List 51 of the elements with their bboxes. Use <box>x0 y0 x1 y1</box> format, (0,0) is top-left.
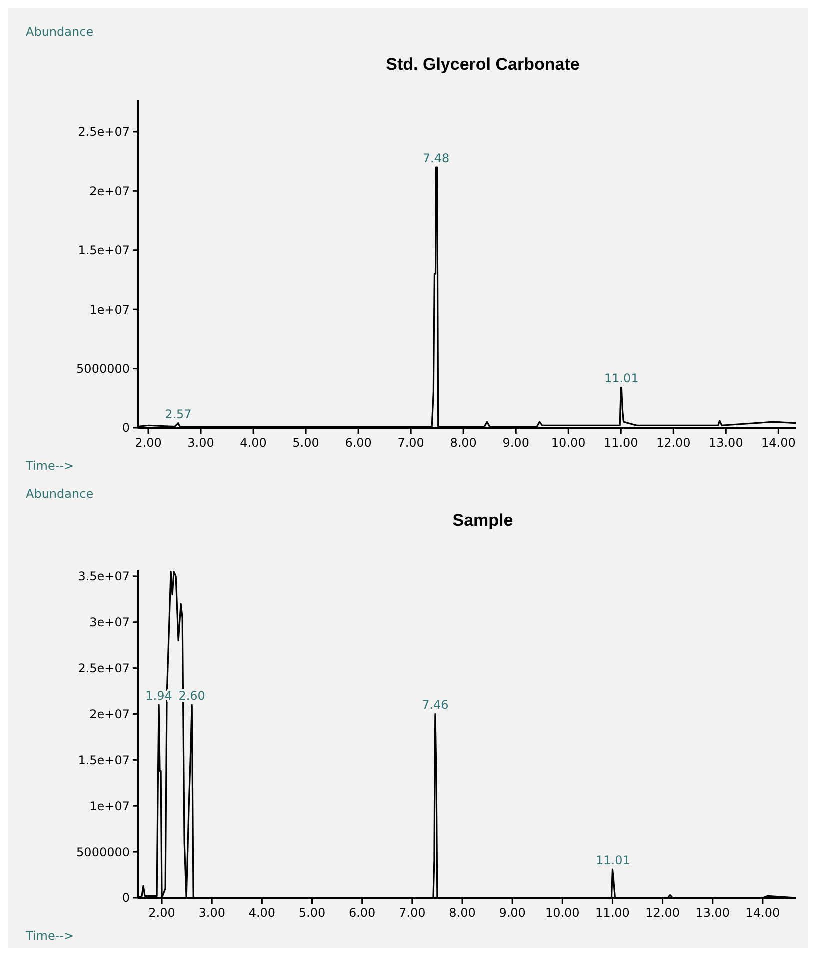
x-tick-label: 2.00 <box>135 436 162 450</box>
annotation: 11.01 <box>604 372 639 386</box>
y-tick-label: 2.5e+07 <box>78 662 130 676</box>
x-tick-label: 9.00 <box>502 436 530 450</box>
x-tick-label: 14.00 <box>746 906 780 920</box>
annotation: 7.46 <box>422 698 449 712</box>
x-tick-label: 8.00 <box>449 906 476 920</box>
x-tick-label: 11.00 <box>604 436 638 450</box>
y-tick-label: 0 <box>122 421 130 436</box>
y-tick-label: 2e+07 <box>90 184 130 198</box>
x-tick-label: 6.00 <box>348 906 376 920</box>
x-tick-label: 12.00 <box>656 436 691 450</box>
x-tick-label: 13.00 <box>696 906 730 920</box>
x-tick-label: 10.00 <box>545 906 580 920</box>
y-tick-label: 0 <box>122 891 130 906</box>
y-axis-title: Abundance <box>26 487 94 501</box>
y-tick-label: 2e+07 <box>90 707 130 722</box>
y-tick-label: 5000000 <box>76 845 130 860</box>
x-tick-label: 5.00 <box>298 906 326 920</box>
annotation: 7.48 <box>422 151 450 166</box>
x-tick-label: 7.00 <box>399 906 426 920</box>
x-tick-label: 6.00 <box>345 436 372 450</box>
y-tick-label: 1e+07 <box>90 302 130 317</box>
y-tick-label: 2.5e+07 <box>78 125 130 140</box>
y-tick-label: 1e+07 <box>90 799 130 814</box>
y-tick-label: 5000000 <box>76 362 130 376</box>
x-tick-label: 12.00 <box>646 906 680 920</box>
y-tick-label: 1.5e+07 <box>78 753 130 768</box>
x-tick-label: 3.00 <box>188 436 214 450</box>
chart-title: Sample <box>452 511 514 530</box>
x-tick-label: 2.00 <box>148 906 176 920</box>
y-axis-title: Abundance <box>26 25 94 39</box>
x-axis-title: Time--> <box>25 929 74 943</box>
x-tick-label: 4.00 <box>240 436 267 450</box>
x-tick-label: 9.00 <box>499 906 526 920</box>
x-tick-label: 4.00 <box>248 906 276 920</box>
x-tick-label: 13.00 <box>708 436 744 450</box>
x-tick-label: 8.00 <box>450 436 477 450</box>
y-tick-label: 1.5e+07 <box>78 244 130 258</box>
x-tick-label: 7.00 <box>398 436 424 450</box>
chart-title: Std. Glycerol Carbonate <box>386 55 580 74</box>
annotation: 2.57 <box>165 407 192 422</box>
y-tick-label: 3e+07 <box>90 616 130 630</box>
x-tick-label: 14.00 <box>761 436 796 450</box>
x-tick-label: 5.00 <box>292 436 320 450</box>
x-tick-label: 3.00 <box>198 906 226 920</box>
y-tick-label: 3.5e+07 <box>78 570 130 584</box>
x-tick-label: 10.00 <box>551 436 586 450</box>
x-tick-label: 11.00 <box>596 906 630 920</box>
x-axis-title: Time--> <box>25 459 74 473</box>
annotation: 11.01 <box>596 854 630 868</box>
